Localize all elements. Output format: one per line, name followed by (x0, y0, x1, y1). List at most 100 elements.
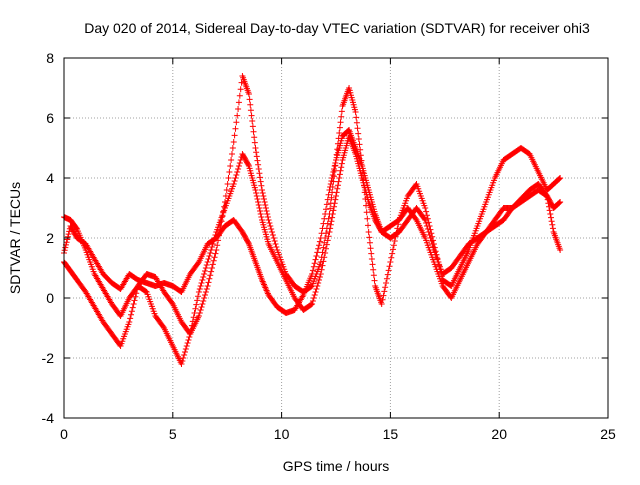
data-point (253, 153, 260, 160)
data-point (555, 176, 562, 183)
data-point (256, 170, 263, 177)
data-point (204, 259, 211, 265)
data-point (323, 241, 330, 248)
data-point (322, 206, 329, 213)
data-point (273, 244, 280, 250)
tick-label-layer: 0 5 10 15 20 25 -4 -2 0 2 4 6 8 (42, 50, 616, 442)
data-point (207, 272, 214, 279)
data-point (369, 261, 376, 268)
data-point (188, 326, 195, 333)
data-point (546, 207, 553, 214)
data-point (262, 205, 269, 211)
data-point (214, 242, 221, 249)
series-track-a (61, 127, 564, 316)
data-point (353, 119, 360, 126)
data-point (324, 196, 331, 203)
data-point (544, 193, 551, 199)
data-point (385, 267, 392, 274)
data-point (251, 139, 258, 146)
data-point (545, 200, 552, 207)
data-point (199, 301, 206, 307)
data-point (258, 214, 265, 220)
data-point (259, 190, 266, 196)
data-point (543, 192, 550, 199)
data-point (208, 247, 215, 253)
data-point (380, 292, 387, 299)
data-point (201, 295, 208, 301)
data-point (319, 262, 326, 269)
data-point (313, 253, 320, 259)
data-point (392, 233, 399, 240)
data-point (235, 106, 242, 112)
data-point (547, 214, 554, 221)
data-point (262, 202, 269, 208)
data-point (366, 234, 373, 241)
data-point (312, 256, 319, 263)
data-point (556, 199, 563, 206)
y-tick-label: 6 (46, 110, 54, 126)
data-point (320, 258, 327, 265)
data-point (315, 245, 322, 252)
data-point (197, 307, 204, 313)
data-point (254, 157, 261, 164)
data-point (200, 274, 207, 280)
data-point (233, 172, 240, 178)
data-point (259, 187, 266, 193)
data-point (129, 304, 136, 311)
data-point (263, 208, 270, 214)
data-point (557, 247, 564, 253)
y-tick-label: 0 (46, 290, 54, 306)
data-point (437, 269, 444, 276)
data-point (248, 112, 255, 119)
data-point (212, 232, 219, 238)
data-point (336, 175, 343, 181)
data-point (133, 290, 140, 297)
data-point (384, 271, 391, 278)
data-point (227, 163, 234, 169)
data-point (233, 119, 240, 126)
data-point (191, 310, 198, 316)
data-point (230, 181, 237, 187)
data-point (355, 136, 362, 142)
x-tick-label: 25 (600, 426, 616, 442)
data-point (366, 239, 373, 246)
data-point (64, 233, 71, 240)
data-point (250, 128, 257, 135)
data-point (549, 225, 556, 232)
data-point (232, 175, 239, 181)
data-point (327, 225, 334, 232)
data-point (329, 184, 336, 190)
data-point (235, 166, 242, 172)
data-point (333, 189, 340, 196)
series-track-c (61, 133, 564, 367)
data-point (247, 107, 254, 114)
data-point (548, 218, 555, 225)
data-point (257, 211, 264, 217)
data-point (337, 119, 344, 126)
data-point (311, 292, 318, 298)
data-point (335, 135, 342, 142)
data-point (322, 245, 329, 252)
y-tick-label: -2 (42, 350, 55, 366)
x-tick-label: 10 (274, 426, 290, 442)
data-point (428, 230, 435, 237)
data-layer (61, 73, 564, 367)
data-point (252, 187, 259, 193)
data-point (270, 235, 277, 241)
data-point (257, 208, 264, 214)
data-point (230, 139, 237, 145)
data-point (251, 134, 258, 141)
data-point (316, 274, 323, 280)
data-point (178, 361, 185, 367)
data-point (215, 237, 222, 244)
data-point (370, 272, 377, 279)
data-point (549, 221, 556, 228)
data-point (427, 226, 434, 233)
data-point (213, 247, 220, 253)
data-point (190, 314, 197, 321)
data-point (210, 238, 217, 244)
data-point (383, 275, 390, 282)
data-point (196, 310, 203, 316)
data-point (192, 305, 199, 312)
data-point (426, 223, 433, 229)
